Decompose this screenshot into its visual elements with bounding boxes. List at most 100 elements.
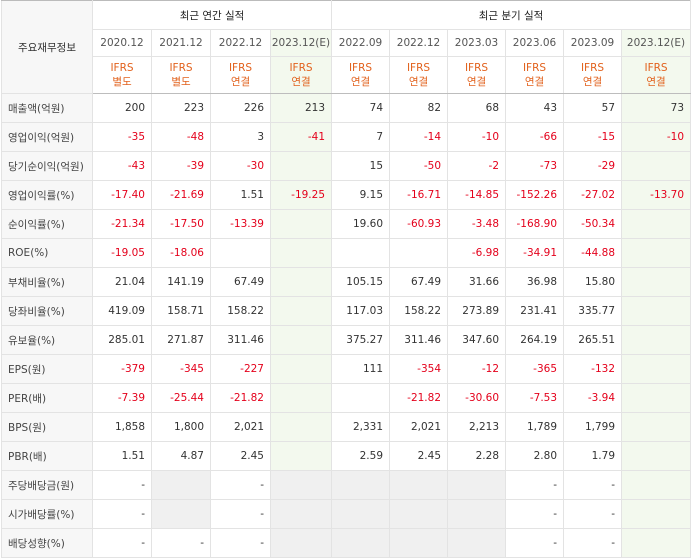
value-cell: -73 [505, 151, 565, 181]
value-cell: 111 [331, 354, 391, 384]
standard: IFRS [110, 62, 134, 74]
value-cell: -7.53 [505, 383, 565, 413]
value-cell [269, 296, 333, 326]
standard-row: IFRS 별도 IFRS 별도 IFRS 연결 IFRS 연결 IFRS 연결 IFRS 연결 IFRS… [2, 56, 691, 94]
row-label: PBR(배) [1, 441, 93, 471]
table-body: 매출액(억원) 200 223 226 213 74 82 68 43 57 73 영업이익(억원) -… [1, 93, 691, 558]
data-row: 시가배당률(%) - - - - [1, 499, 691, 529]
basis: 연결 [291, 76, 311, 88]
data-row: 당기순이익(억원) -43 -39 -30 15 -50 -2 -73 -29 [1, 151, 691, 181]
value-cell: -16.71 [389, 180, 449, 210]
value-cell: 1,858 [92, 412, 152, 442]
value-cell [269, 151, 333, 181]
value-cell: 117.03 [331, 296, 391, 326]
value-cell: 200 [92, 93, 152, 123]
value-cell: 67.49 [210, 267, 271, 297]
value-cell [621, 528, 691, 558]
row-label: ROE(%) [1, 238, 93, 268]
value-cell [389, 238, 449, 268]
data-row: ROE(%) -19.05 -18.06 -6.98 -34.91 -44.88 [1, 238, 691, 268]
period-header: 2023.06 [505, 29, 565, 57]
value-cell: - [563, 499, 623, 529]
basis: 별도 [171, 76, 191, 88]
value-cell: -6.98 [447, 238, 507, 268]
value-cell: -2 [447, 151, 507, 181]
value-cell: 347.60 [447, 325, 507, 355]
value-cell: -227 [210, 354, 271, 384]
standard-header: IFRS 연결 [331, 56, 391, 94]
period-row: 2020.12 2021.12 2022.12 2023.12(E) 2022.09 20… [2, 29, 691, 57]
row-label: BPS(원) [1, 412, 93, 442]
period-header: 2022.12 [210, 29, 271, 57]
value-cell: 9.15 [331, 180, 391, 210]
standard: IFRS [522, 62, 547, 74]
value-cell [331, 238, 391, 268]
basis: 연결 [582, 76, 603, 88]
standard-header: IFRS 연결 [563, 56, 623, 94]
value-cell: -13.39 [210, 209, 271, 239]
value-cell: 2.59 [331, 441, 391, 471]
value-cell: 213 [269, 93, 333, 123]
value-cell [621, 470, 691, 500]
header-row: 주요재무정보 최근 연간 실적 최근 분기 실적 [1, 0, 691, 94]
row-label: EPS(원) [1, 354, 93, 384]
value-cell: -168.90 [505, 209, 565, 239]
value-cell: 1,799 [563, 412, 623, 442]
value-cell: 2.28 [447, 441, 507, 471]
value-cell [269, 354, 333, 384]
value-cell: 1,789 [505, 412, 565, 442]
value-cell [269, 325, 333, 355]
row-label: PER(배) [1, 383, 93, 413]
row-label: 시가배당률(%) [1, 499, 93, 529]
standard: IFRS [289, 62, 313, 74]
value-cell: 7 [331, 122, 391, 152]
corner-header: 주요재무정보 [1, 0, 93, 94]
value-cell: -14 [389, 122, 449, 152]
value-cell: -132 [563, 354, 623, 384]
basis: 연결 [230, 76, 251, 88]
value-cell: -41 [269, 122, 333, 152]
value-cell: 1.51 [210, 180, 271, 210]
basis: 연결 [350, 76, 371, 88]
value-cell [621, 238, 691, 268]
value-cell: 57 [563, 93, 623, 123]
value-cell [151, 470, 211, 500]
value-cell: -345 [151, 354, 211, 384]
value-cell: 2.45 [210, 441, 271, 471]
value-cell: -25.44 [151, 383, 211, 413]
value-cell: -3.48 [447, 209, 507, 239]
standard-header: IFRS 연결 [269, 56, 333, 94]
value-cell: - [210, 499, 271, 529]
basis: 연결 [408, 76, 429, 88]
row-label: 매출액(억원) [1, 93, 93, 123]
standard-header: IFRS 별도 [92, 56, 152, 94]
value-cell [331, 528, 391, 558]
value-cell: -66 [505, 122, 565, 152]
value-cell: - [563, 528, 623, 558]
value-cell: 82 [389, 93, 449, 123]
value-cell: 2,213 [447, 412, 507, 442]
standard: IFRS [406, 62, 431, 74]
data-row: 배당성향(%) - - - - - [1, 528, 691, 558]
basis: 연결 [524, 76, 545, 88]
value-cell: -50.34 [563, 209, 623, 239]
value-cell: 15.80 [563, 267, 623, 297]
data-row: 당좌비율(%) 419.09 158.71 158.22 117.03 158.22 273… [1, 296, 691, 326]
value-cell [210, 238, 271, 268]
value-cell: 265.51 [563, 325, 623, 355]
standard-header: IFRS 연결 [621, 56, 691, 94]
basis: 연결 [466, 76, 487, 88]
standard-header: IFRS 연결 [505, 56, 565, 94]
value-cell: 74 [331, 93, 391, 123]
value-cell: -34.91 [505, 238, 565, 268]
value-cell: 311.46 [210, 325, 271, 355]
value-cell: -3.94 [563, 383, 623, 413]
data-row: PER(배) -7.39 -25.44 -21.82 -21.82 -30.60 -7.53… [1, 383, 691, 413]
data-row: BPS(원) 1,858 1,800 2,021 2,331 2,021 2,213 1,78… [1, 412, 691, 442]
value-cell: 264.19 [505, 325, 565, 355]
row-label: 순이익률(%) [1, 209, 93, 239]
data-row: 매출액(억원) 200 223 226 213 74 82 68 43 57 73 [1, 93, 691, 123]
value-cell: 2,331 [331, 412, 391, 442]
value-cell: - [505, 470, 565, 500]
